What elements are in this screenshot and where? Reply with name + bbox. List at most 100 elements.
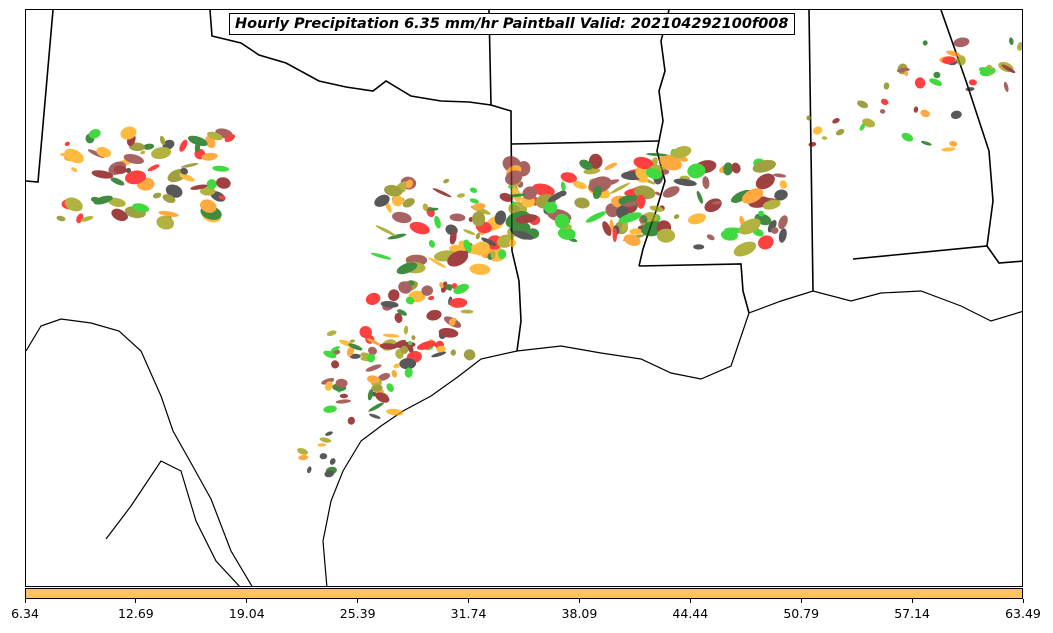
florida-georgia-border <box>852 245 1022 264</box>
paintball-blob <box>411 335 416 340</box>
paintball-blob <box>404 367 413 378</box>
paintball-blob <box>604 162 618 171</box>
gulf-coast-louisiana <box>516 290 1022 380</box>
paintball-blob <box>367 375 380 384</box>
paintball-blob <box>386 383 394 392</box>
colorbar-tick <box>1022 599 1024 603</box>
paintball-blob <box>367 389 374 401</box>
paintball-blob <box>377 373 391 381</box>
paintball-blob <box>447 286 452 291</box>
paintball-blob <box>162 194 176 204</box>
paintball-blob <box>397 309 407 316</box>
paintball-blob <box>56 215 66 222</box>
paintball-blob <box>629 228 643 235</box>
paintball-blob <box>609 182 631 194</box>
paintball-blob <box>1001 64 1016 74</box>
paintball-blob <box>702 176 710 189</box>
paintball-blob <box>532 183 555 197</box>
paintball-blob <box>515 214 538 224</box>
paintball-blob <box>588 176 612 193</box>
paintball-blob <box>194 141 201 153</box>
panhandle-border <box>26 10 54 183</box>
paintball-blob <box>922 40 928 46</box>
paintball-blob <box>453 283 469 294</box>
paintball-blob <box>398 281 412 294</box>
colorbar-tick-label: 44.44 <box>672 606 709 621</box>
paintball-blob <box>449 230 457 245</box>
paintball-blob <box>505 170 523 185</box>
paintball-blob <box>152 192 162 199</box>
paintball-blob <box>382 333 400 338</box>
paintball-blob <box>368 402 384 412</box>
paintball-blob <box>375 225 396 236</box>
paintball-blob <box>554 213 570 229</box>
paintball-blob <box>321 377 335 385</box>
paintball-blob <box>438 327 459 338</box>
paintball-blob <box>508 239 516 247</box>
paintball-blob <box>428 295 435 301</box>
paintball-blob <box>386 408 404 416</box>
paintball-blob <box>368 346 377 356</box>
paintball-blob <box>706 234 715 241</box>
paintball-blob <box>329 458 336 465</box>
paintball-blob <box>405 296 415 305</box>
paintball-blob <box>544 201 558 214</box>
paintball-blob <box>399 358 417 370</box>
paintball-blob <box>132 203 150 213</box>
paintball-blob <box>450 317 457 323</box>
paintball-blob <box>387 233 407 240</box>
paintball-blob <box>147 164 160 172</box>
paintball-blob <box>755 173 775 190</box>
paintball-blob <box>645 167 662 180</box>
coastlines <box>26 290 1022 586</box>
paintball-blob <box>655 191 661 196</box>
paintball-blob <box>324 381 333 391</box>
paintball-blob <box>463 239 472 253</box>
paintball-blob <box>108 197 126 208</box>
mississippi-river <box>638 10 670 267</box>
paintball-blob <box>181 162 199 168</box>
paintball-blob <box>942 56 956 65</box>
colorbar-tick-label: 19.04 <box>228 606 265 621</box>
paintball-blob <box>731 162 741 174</box>
paintball-blob <box>572 181 587 190</box>
paintball-blob <box>140 150 146 155</box>
colorbar-tick-label: 31.74 <box>450 606 487 621</box>
paintball-blob <box>633 156 654 170</box>
paintball-blob <box>646 153 668 157</box>
paintball-blob <box>471 211 486 227</box>
paintball-blob <box>384 184 403 197</box>
paintball-blob <box>656 228 676 243</box>
paintball-blob <box>641 214 648 224</box>
paintball-blob <box>439 282 444 289</box>
paintball-blob <box>673 178 697 187</box>
paintball-blob <box>752 159 776 173</box>
paintball-blob <box>460 309 474 314</box>
paintball-blob <box>426 309 442 321</box>
paintball-blob <box>449 213 466 222</box>
paintball-blob <box>449 297 468 308</box>
paintball-blob <box>307 466 312 474</box>
paintball-blob <box>319 453 328 460</box>
paintball-blob <box>560 172 577 183</box>
paintball-blob <box>649 205 664 212</box>
paintball-blob <box>494 210 507 225</box>
paintball-blob <box>808 141 817 147</box>
paintball-blob <box>80 216 94 222</box>
paintball-blob <box>623 234 641 246</box>
paintball-blob <box>913 106 919 113</box>
paintball-blob <box>428 240 436 248</box>
paintball-blob <box>93 195 113 205</box>
paintball-blob <box>416 340 436 351</box>
paintball-blob <box>579 159 593 170</box>
paintball-blob <box>90 196 101 203</box>
gulf-coast-texas <box>322 350 518 586</box>
paintball-blob <box>450 349 457 356</box>
paintball-blob <box>513 230 534 240</box>
paintball-blob <box>588 153 603 169</box>
paintball-blob <box>224 134 236 143</box>
paintball-blob <box>371 384 383 392</box>
colorbar-tick-label: 57.14 <box>894 606 931 621</box>
paintball-blob <box>392 211 412 224</box>
paintball-blob <box>469 198 479 204</box>
